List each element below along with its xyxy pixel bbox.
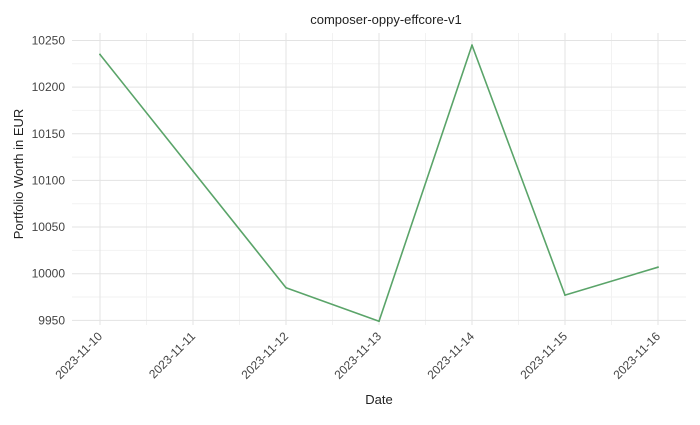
data-point bbox=[564, 294, 566, 297]
y-tick-label: 10000 bbox=[32, 267, 66, 281]
data-point bbox=[192, 170, 194, 172]
x-tick-label: 2023-11-13 bbox=[331, 329, 384, 382]
y-axis-ticks: 9950 10000 10050 10100 10150 10200 10250 bbox=[32, 33, 66, 327]
y-tick-label: 9950 bbox=[38, 313, 65, 327]
data-point bbox=[285, 286, 287, 289]
chart-title: composer-oppy-effcore-v1 bbox=[310, 12, 462, 27]
y-axis-label: Portfolio Worth in EUR bbox=[11, 109, 26, 240]
x-tick-label: 2023-11-15 bbox=[517, 329, 570, 382]
y-tick-label: 10100 bbox=[32, 173, 66, 187]
y-tick-label: 10250 bbox=[32, 33, 66, 47]
series-layer bbox=[99, 44, 659, 323]
data-point bbox=[657, 266, 659, 269]
x-tick-label: 2023-11-12 bbox=[238, 329, 291, 382]
x-tick-label: 2023-11-11 bbox=[146, 329, 198, 381]
y-tick-label: 10200 bbox=[32, 80, 66, 94]
y-tick-label: 10150 bbox=[32, 127, 66, 141]
data-point bbox=[99, 53, 101, 56]
data-point bbox=[471, 44, 473, 47]
x-tick-label: 2023-11-16 bbox=[610, 329, 663, 382]
x-tick-label: 2023-11-10 bbox=[52, 329, 105, 382]
x-tick-label: 2023-11-14 bbox=[424, 329, 477, 382]
x-axis-label: Date bbox=[365, 392, 392, 407]
data-point bbox=[378, 320, 380, 323]
x-axis-ticks: 2023-11-10 2023-11-11 2023-11-12 2023-11-13… bbox=[52, 329, 663, 382]
grid bbox=[72, 33, 686, 325]
y-tick-label: 10050 bbox=[32, 220, 66, 234]
